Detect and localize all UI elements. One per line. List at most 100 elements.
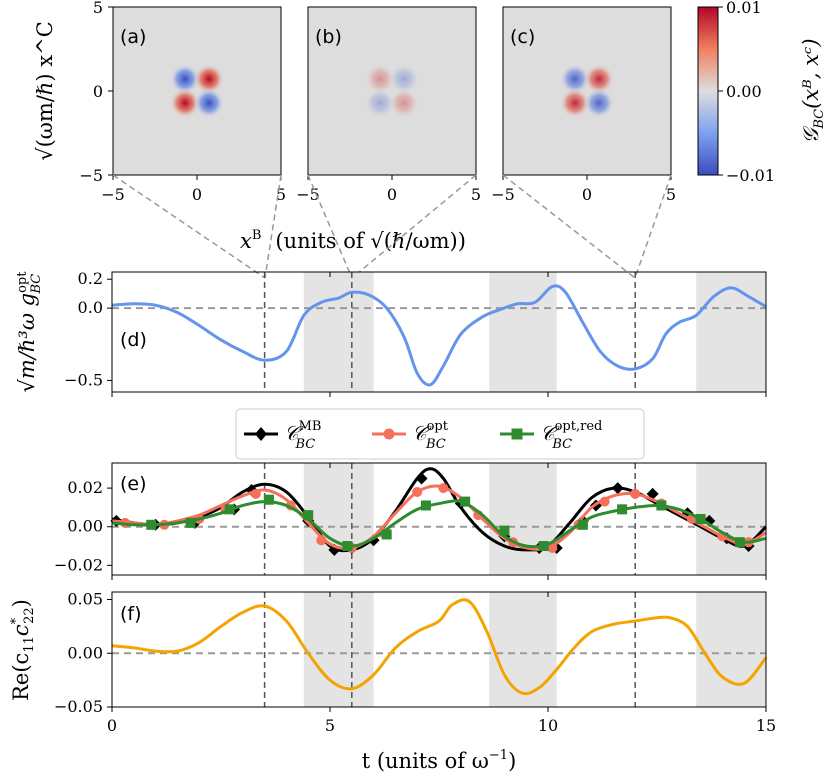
square-marker — [538, 541, 549, 552]
colorbar-tick-zero: 0.00 — [726, 82, 762, 101]
series-line — [111, 598, 768, 696]
heatmap-blob — [560, 64, 590, 94]
ytick-label: −0.5 — [64, 370, 103, 389]
square-marker — [617, 504, 628, 515]
legend-square-marker — [511, 428, 523, 440]
hm-c-xtick-right: 5 — [666, 185, 676, 204]
square-marker — [577, 519, 588, 530]
circle-marker — [630, 488, 641, 499]
heatmap-xlabel: xB (units of √(ℏ/ωm)) — [240, 228, 466, 253]
legend-label-optred: 𝒞opt,red BC — [540, 419, 602, 452]
heatmap-c-label: (c) — [510, 26, 535, 48]
circle-marker — [438, 483, 449, 494]
colorbar-tick-min: −0.01 — [726, 166, 775, 185]
hm-b-xtick-mid: 0 — [387, 185, 397, 204]
heatmap-blob — [584, 88, 614, 118]
circle-marker — [547, 542, 558, 553]
legend-label-mb: 𝒞MB BC — [284, 419, 321, 452]
square-marker — [499, 525, 510, 536]
legend-entry-opt: 𝒞opt BC — [372, 419, 449, 452]
legend-box — [235, 408, 645, 460]
colorbar-label: 𝒢BC(xᴮ, xᶜ) — [799, 38, 827, 143]
hm-a-xtick-right: 5 — [276, 185, 286, 204]
heatmap-blob — [365, 64, 395, 94]
ytick-label: 0.02 — [67, 478, 103, 497]
heatmap-blob — [194, 64, 224, 94]
panel-e: 0.02 0.00 −0.02 (e) — [54, 462, 768, 580]
legend-label-opt: 𝒞opt BC — [412, 419, 449, 452]
legend-diamond-marker — [255, 427, 267, 441]
shaded-region — [696, 272, 766, 392]
hm-b-xtick-right: 5 — [471, 185, 481, 204]
heatmap-a-pattern — [170, 64, 224, 118]
ytick-label: −0.02 — [54, 555, 103, 574]
heatmap-blob — [389, 64, 419, 94]
panel-f: 0.05 0.00 −0.05 0 5 10 15 (f) Re(c11c*22) t (… — [9, 590, 776, 773]
hm-a-xtick-mid: 0 — [192, 185, 202, 204]
square-marker — [146, 519, 157, 530]
shaded-region — [303, 463, 374, 575]
panel-e-series — [110, 467, 768, 556]
xtick-label: 10 — [538, 716, 558, 735]
square-marker — [460, 496, 471, 507]
heatmap-blob — [365, 88, 395, 118]
legend-entry-mb: 𝒞MB BC — [244, 419, 321, 452]
series-line — [111, 284, 767, 387]
panel-f-frame — [111, 591, 767, 708]
heatmap-ylabel: √(ωm/ℏ) x^C — [33, 21, 57, 161]
ytick-label: 0.05 — [67, 590, 103, 609]
heatmap-panel-b: (b) — [307, 6, 477, 176]
heatmap-ytick-bottom: −5 — [79, 166, 103, 185]
square-marker — [342, 541, 353, 552]
ytick-label: 0.00 — [67, 643, 103, 662]
colorbar-gradient — [697, 6, 719, 176]
square-marker — [656, 500, 667, 511]
ytick-label: 0.0 — [78, 298, 103, 317]
diamond-marker — [415, 472, 428, 485]
heatmap-blob — [170, 64, 200, 94]
panel-f-shading — [303, 592, 766, 707]
shaded-region — [303, 592, 374, 707]
panel-e-label: (e) — [120, 473, 147, 495]
xtick-label: 5 — [325, 716, 335, 735]
shaded-region — [303, 272, 374, 392]
series-line — [111, 499, 767, 549]
panel-e-dashed-lines — [263, 463, 636, 575]
ytick-label: 0.2 — [78, 269, 103, 288]
panel-d-label: (d) — [120, 329, 147, 351]
square-marker — [734, 537, 745, 548]
shaded-region — [489, 592, 557, 707]
heatmap-x-axes: −5 0 5 −5 0 5 −5 0 5 xB (units of √(ℏ/ωm)… — [101, 175, 676, 253]
circle-marker — [316, 535, 327, 546]
panel-e-frame — [111, 462, 767, 576]
square-marker — [224, 504, 235, 515]
heatmap-y-axis: 5 0 −5 √(ωm/ℏ) x^C — [33, 0, 113, 185]
legend-circle-marker — [383, 428, 395, 440]
heatmap-b-label: (b) — [315, 26, 342, 48]
diamond-marker — [611, 482, 624, 495]
heatmap-ytick-top: 5 — [93, 0, 103, 17]
panel-d-ylabel: √m/ℏ³ω goptBC — [15, 271, 44, 393]
heatmap-a-frame — [112, 6, 282, 176]
panel-d-shading — [303, 272, 766, 392]
heatmap-a-label: (a) — [120, 26, 146, 48]
square-marker — [420, 500, 431, 511]
panel-f-series — [111, 598, 768, 696]
heatmap-ytick-mid: 0 — [93, 82, 103, 101]
panel-f-xticks: 0 5 10 15 — [107, 716, 776, 735]
shaded-region — [696, 592, 766, 707]
heatmap-blob — [194, 88, 224, 118]
square-marker — [695, 514, 706, 524]
colorbar-tick-max: 0.01 — [726, 0, 762, 17]
ytick-label: −0.05 — [54, 697, 103, 716]
hm-c-xtick-left: −5 — [491, 185, 515, 204]
square-marker — [303, 510, 314, 521]
square-marker — [263, 494, 274, 505]
heatmap-c-pattern — [560, 64, 614, 118]
ytick-label: 0.00 — [67, 517, 103, 536]
colorbar: 0.01 0.00 −0.01 𝒢BC(xᴮ, xᶜ) — [697, 0, 827, 185]
panel-d-series — [111, 284, 767, 387]
panel-f-ylabel: Re(c11c*22) — [9, 599, 37, 701]
panel-d: 0.2 0.0 −0.5 (d) √m/ℏ³ω goptBC — [15, 269, 767, 397]
